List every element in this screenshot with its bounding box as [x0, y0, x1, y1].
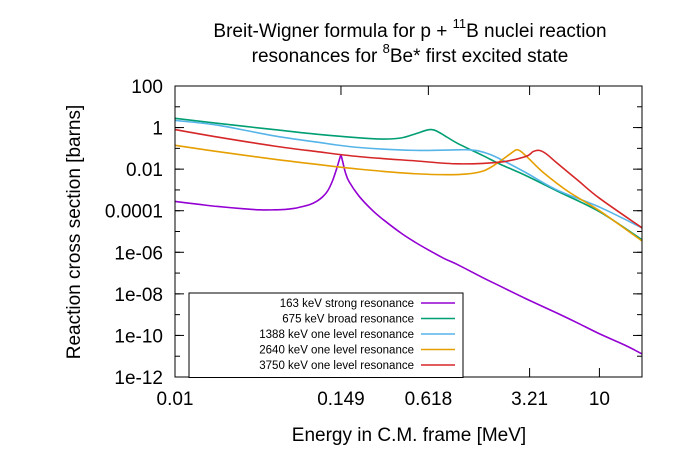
- legend-box: [188, 292, 464, 378]
- series-line-2: [174, 117, 643, 241]
- y-tick-label: 1e-06: [114, 243, 163, 264]
- title-line-2-tail: Be* first excited state: [390, 46, 568, 67]
- legend-label-3: 1388 keV one level resonance: [259, 329, 414, 341]
- y-axis-label: Reaction cross section [barns]: [64, 105, 85, 360]
- title-line-1-main: Breit-Wigner formula for p +: [213, 21, 452, 42]
- legend: 163 keV strong resonance 675 keV broad re…: [188, 292, 464, 378]
- series-line-3: [174, 119, 643, 229]
- series-line-4: [174, 144, 643, 242]
- x-tick-label: 0.01: [157, 389, 194, 410]
- y-tick-label: 1: [152, 119, 163, 140]
- series-line-5: [174, 128, 643, 229]
- legend-label-4: 2640 keV one level resonance: [259, 345, 414, 357]
- series-line-1: [174, 154, 643, 355]
- title-line-1-tail: B nuclei reaction: [466, 21, 606, 42]
- title-line-2-main: resonances for: [252, 46, 383, 67]
- x-tick-label: 0.149: [317, 389, 365, 410]
- title-line-1-sup: 11: [453, 16, 467, 31]
- legend-label-2: 675 keV broad resonance: [282, 314, 414, 326]
- series-layer: [174, 117, 643, 355]
- y-tick-label: 100: [131, 77, 163, 98]
- chart-title-line-1: Breit-Wigner formula for p + 11B nuclei …: [213, 16, 606, 42]
- y-tick-label: 1e-08: [114, 285, 163, 306]
- title-line-2-sup: 8: [383, 41, 390, 56]
- x-tick-label: 0.618: [405, 389, 453, 410]
- legend-label-1: 163 keV strong resonance: [280, 298, 414, 310]
- y-tick-label: 1e-10: [114, 326, 163, 347]
- chart-title-line-2: resonances for 8Be* first excited state: [252, 41, 569, 67]
- legend-label-5: 3750 keV one level resonance: [259, 360, 414, 372]
- y-tick-label: 0.0001: [105, 202, 163, 223]
- x-tick-label: 3.21: [511, 389, 548, 410]
- x-axis-label: Energy in C.M. frame [MeV]: [292, 425, 526, 446]
- x-tick-label: 10: [589, 389, 610, 410]
- y-tick-label: 1e-12: [114, 368, 163, 389]
- y-tick-label: 0.01: [126, 160, 163, 181]
